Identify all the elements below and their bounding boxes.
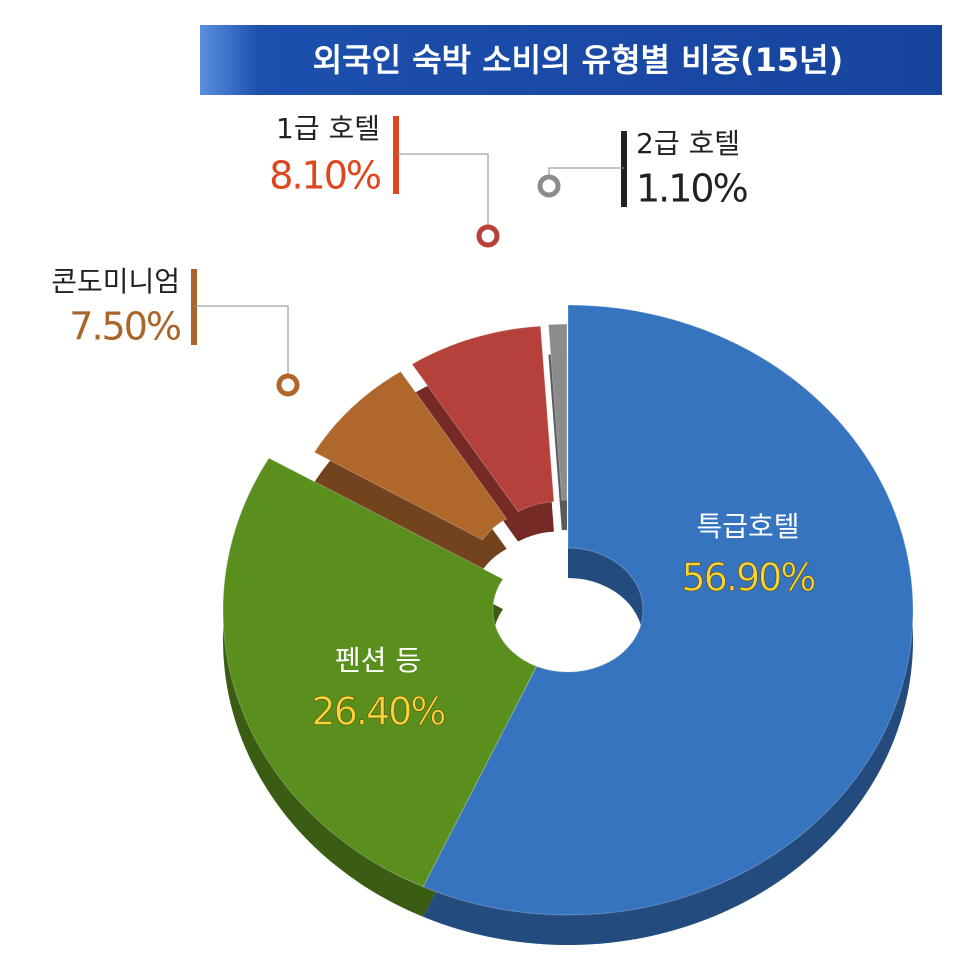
leader-line <box>396 153 489 236</box>
slice <box>313 370 508 541</box>
value-label: 8.10% <box>269 154 381 198</box>
value-label: 56.90% <box>682 556 816 600</box>
label-bar <box>621 131 627 207</box>
leader-line <box>194 305 289 385</box>
slice <box>411 325 555 513</box>
slice <box>222 457 538 888</box>
label-bar <box>191 269 197 345</box>
slices <box>222 304 914 945</box>
value-label: 1.10% <box>636 167 748 211</box>
leader-dot <box>476 224 500 248</box>
category-label: 특급호텔 <box>696 510 799 543</box>
category-label: 펜션 등 <box>335 644 421 677</box>
value-label: 26.40% <box>312 690 446 734</box>
category-label: 2급 호텔 <box>636 127 740 160</box>
slice <box>547 323 568 501</box>
leader-dot <box>537 174 561 198</box>
labels: 특급호텔 56.90% 펜션 등 26.40% 콘도미니엄 7.50% 1급 호텔 8.10%… <box>51 112 817 734</box>
label-bar <box>393 116 399 194</box>
category-label: 1급 호텔 <box>276 112 380 145</box>
leader-line <box>548 167 624 186</box>
value-label: 7.50% <box>69 305 181 349</box>
chart-title: 외국인 숙박 소비의 유형별 비중(15년) <box>313 41 844 79</box>
title-banner <box>200 25 942 95</box>
category-label: 콘도미니엄 <box>51 265 180 298</box>
slice <box>422 304 914 916</box>
leader-dot <box>276 373 300 397</box>
